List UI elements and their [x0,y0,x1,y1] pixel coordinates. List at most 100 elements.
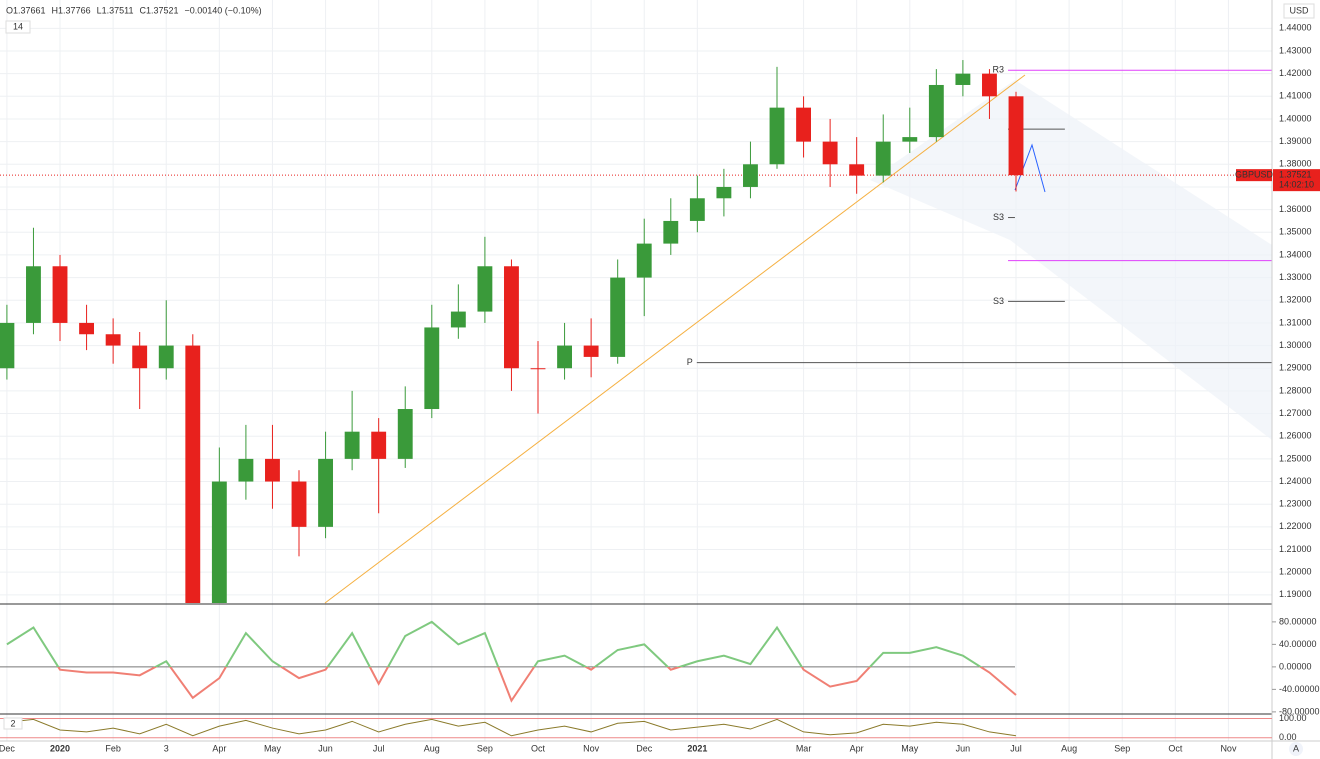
y-tick-label: 1.30000 [1279,340,1312,350]
candle-body [211,481,227,603]
y-tick-label: 1.40000 [1279,113,1312,123]
countdown: 14:02:10 [1279,180,1314,190]
candle-body [1008,96,1024,176]
x-tick-label: Aug [424,743,440,753]
stochastic-badge-box[interactable] [3,717,23,730]
y-tick-label: 1.27000 [1279,408,1312,418]
indicator-badge-box[interactable] [5,20,31,34]
x-tick-label: May [264,743,282,753]
legend-value: −0.00140 (−0.10%) [185,5,262,15]
candle-body [769,107,785,165]
x-tick-label: Dec [0,743,15,753]
y-tick-label: 1.36000 [1279,204,1312,214]
y-tick-label: 1.42000 [1279,68,1312,78]
axes: Dec 2020 Feb 3 Apr May Jun Jul Aug Sep Oct Nov Dec 20… [0,23,1320,753]
auto-scale-button[interactable] [1289,742,1303,756]
osc-line [6,620,1017,703]
currency[interactable]: USD [1289,5,1309,15]
candle-body [450,311,466,328]
candle-body [557,345,573,369]
y-tick-label: 1.35000 [1279,227,1312,237]
candle-body [583,345,599,357]
y-tick-label: 1.29000 [1279,363,1312,373]
y-tick-label: 1.23000 [1279,499,1312,509]
osc-tick-label: 40.00000 [1279,639,1317,649]
candle-body [822,141,838,165]
trend-line [324,74,1026,604]
legend-value: C1.37521 [139,5,178,15]
candle-body [663,220,679,244]
y-tick-label: 1.28000 [1279,385,1312,395]
sto-tick-label: 100.00 [1279,713,1307,723]
y-tick-label: 1.25000 [1279,453,1312,463]
x-tick-label: 2020 [50,743,70,753]
candle-body [982,73,997,97]
y-tick-label: 1.43000 [1279,45,1312,55]
y-tick-label: 1.31000 [1279,317,1312,327]
candle-body [424,327,440,410]
x-tick-label: Feb [105,743,121,753]
candle-body [344,431,360,459]
candle-body [955,73,971,85]
sto-line [6,718,1017,737]
x-tick-label: Jun [318,743,333,753]
y-tick-label: 1.20000 [1279,567,1312,577]
candle-body [636,243,652,278]
candle-body [158,345,174,369]
x-tick-label: Oct [1168,743,1183,753]
osc-tick-label: 0.00000 [1279,661,1312,671]
candle-body [477,266,493,312]
candle-body [849,164,865,176]
y-tick-label: 1.24000 [1279,476,1312,486]
currency-box[interactable] [1283,3,1315,19]
candle-body [26,266,41,323]
y-tick-label: 1.39000 [1279,136,1312,146]
x-tick-label: May [901,743,919,753]
y-tick-label: 1.41000 [1279,91,1312,101]
y-tick-label: 1.33000 [1279,272,1312,282]
y-tick-label: 1.22000 [1279,521,1312,531]
price-pane: R3 S3 S3 P [0,60,1272,603]
oscillator-pane [0,620,1276,713]
sto-tick-label: 0.00 [1279,732,1297,742]
candle-body [105,334,121,346]
x-tick-label: Nov [583,743,600,753]
y-tick-label: 1.38000 [1279,159,1312,169]
y-tick-label: 1.21000 [1279,544,1312,554]
x-tick-label: Jun [956,743,971,753]
indicator-badge[interactable]: 14 [13,21,23,31]
stochastic-pane [0,717,1272,739]
candle-body [928,84,944,138]
osc-tick-label: -80.00000 [1279,706,1320,716]
x-tick-label: Jul [373,743,385,753]
pivot-label: P [687,357,693,367]
last-price-label: 1.37521 [1279,170,1312,180]
y-tick-label: 1.32000 [1279,295,1312,305]
candle-body [132,345,148,369]
candle-body [371,431,387,459]
y-tick-label: 1.34000 [1279,249,1312,259]
pivot-label: S3 [993,296,1004,306]
auto-scale-label[interactable]: A [1293,743,1299,753]
y-tick-label: 1.19000 [1279,589,1312,599]
x-tick-label: Aug [1061,743,1077,753]
x-tick-label: Mar [796,743,812,753]
legend-value: L1.37511 [97,5,134,15]
x-tick-label: Sep [1114,743,1130,753]
stochastic-badge[interactable]: 2 [10,718,15,728]
candle-body [52,266,68,323]
candle-body [397,409,413,459]
candle-body [291,481,307,527]
legend: O1.37661 H1.37766 L1.37511 C1.37521 −0.00140… [6,5,262,15]
x-tick-label: 3 [164,743,169,753]
legend-value: H1.37766 [52,5,91,15]
candle-body [504,266,519,369]
symbol-tag-box [1236,169,1272,182]
candle-body [530,368,546,370]
channel [870,80,1272,440]
x-tick-label: Nov [1220,743,1237,753]
y-tick-label: 1.44000 [1279,23,1312,33]
candle-body [610,277,626,357]
